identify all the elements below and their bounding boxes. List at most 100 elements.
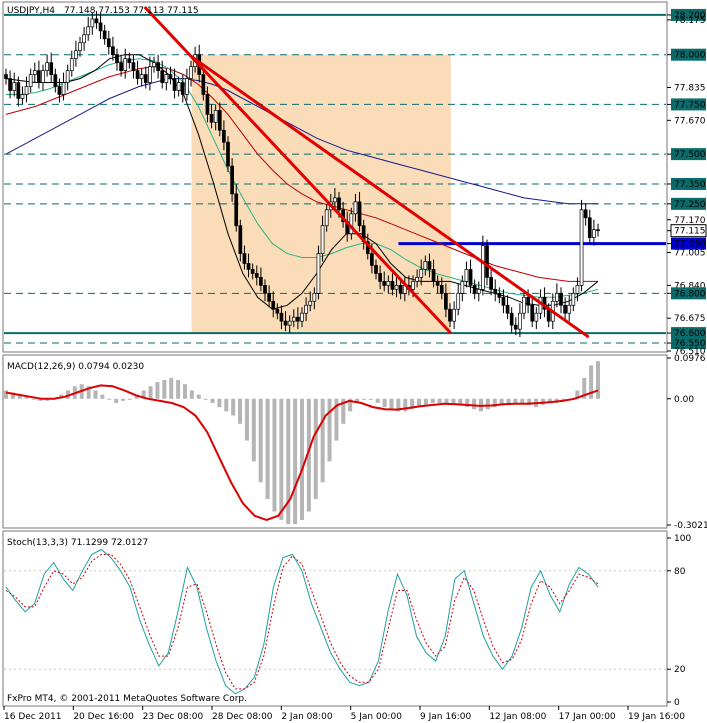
price-level-box bbox=[671, 177, 706, 190]
candle-body bbox=[143, 74, 148, 83]
macd-bar bbox=[423, 398, 428, 406]
candle-body bbox=[271, 300, 276, 310]
macd-bar bbox=[45, 398, 50, 401]
macd-bar bbox=[458, 398, 463, 406]
macd-tick-label: -0.3021 bbox=[674, 521, 707, 531]
price-tick-label: 77.670 bbox=[674, 116, 706, 126]
stoch-tick-label: 80 bbox=[674, 567, 686, 577]
trend-line-1 bbox=[190, 55, 590, 339]
price-tick-label: 76.600 bbox=[674, 329, 706, 339]
candle-body bbox=[263, 285, 267, 294]
macd-bar bbox=[465, 398, 470, 408]
macd-bar bbox=[485, 398, 490, 410]
candle-body bbox=[115, 54, 119, 64]
candle-body bbox=[230, 165, 234, 195]
macd-title: MACD(12,26,9) 0.0794 0.0230 bbox=[7, 362, 144, 372]
candle-body bbox=[201, 74, 206, 95]
macd-bar bbox=[196, 394, 201, 399]
candle-body bbox=[382, 281, 387, 286]
candle-body bbox=[123, 58, 128, 71]
macd-bar bbox=[24, 396, 29, 399]
candle-body bbox=[497, 292, 502, 298]
macd-bar bbox=[300, 398, 304, 520]
x-tick-label: 12 Jan 08:00 bbox=[489, 712, 546, 722]
candle-body bbox=[534, 312, 539, 322]
price-tick-label: 76.550 bbox=[674, 339, 706, 349]
macd-bar bbox=[320, 398, 325, 483]
price-panel-border bbox=[2, 1, 668, 353]
candle-body bbox=[279, 312, 284, 322]
candle-body bbox=[431, 269, 436, 282]
macd-bar bbox=[327, 398, 332, 462]
candle-body bbox=[242, 253, 247, 264]
price-level-box bbox=[671, 337, 706, 350]
stoch-tick-label: 0 bbox=[674, 698, 680, 708]
macd-bar bbox=[169, 377, 174, 399]
candle-body bbox=[555, 292, 559, 302]
price-level-box bbox=[671, 98, 706, 111]
macd-bar bbox=[231, 398, 236, 416]
stoch-layer bbox=[4, 548, 666, 695]
candle-body bbox=[111, 46, 115, 56]
macd-bar bbox=[527, 398, 532, 406]
candle-body bbox=[423, 261, 428, 270]
macd-bar bbox=[313, 398, 318, 500]
candle-body bbox=[234, 193, 239, 227]
macd-bar bbox=[217, 398, 222, 408]
x-tick-label: 19 Jan 16:00 bbox=[628, 712, 685, 722]
candle-body bbox=[472, 285, 477, 294]
macd-bar bbox=[210, 398, 215, 403]
candle-body bbox=[444, 292, 448, 310]
x-tick-label: 16 Dec 2011 bbox=[4, 712, 62, 722]
candle-body bbox=[180, 82, 185, 95]
price-level-box bbox=[671, 148, 706, 161]
macd-bar bbox=[403, 398, 408, 412]
candle-body bbox=[559, 292, 563, 306]
candle-body bbox=[489, 277, 493, 290]
candle-body bbox=[246, 263, 251, 270]
candle-body bbox=[493, 289, 498, 294]
macd-bar bbox=[389, 398, 394, 410]
candle-body bbox=[587, 217, 592, 239]
candle-body bbox=[98, 22, 103, 32]
macd-bar bbox=[589, 365, 594, 399]
candle-body bbox=[86, 26, 91, 36]
price-tick-label: 76.800 bbox=[674, 289, 706, 299]
candle-body bbox=[275, 308, 280, 314]
candle-body bbox=[20, 94, 25, 99]
macd-bar bbox=[472, 398, 477, 410]
candle-body bbox=[65, 70, 70, 83]
price-level-box bbox=[671, 197, 706, 210]
candle-body bbox=[254, 273, 259, 278]
candle-body bbox=[283, 320, 288, 326]
candle-body bbox=[324, 209, 329, 227]
stoch-tick-label: 20 bbox=[674, 665, 686, 675]
macd-layer bbox=[4, 361, 600, 525]
macd-bar bbox=[203, 398, 208, 400]
candle-body bbox=[213, 110, 218, 123]
candle-body bbox=[148, 66, 152, 83]
candle-body bbox=[119, 62, 123, 71]
macd-bar bbox=[417, 398, 422, 408]
candle-body bbox=[131, 62, 136, 71]
macd-bar bbox=[17, 394, 22, 399]
candle-body bbox=[563, 304, 567, 314]
candle-body bbox=[185, 78, 189, 95]
candle-body bbox=[349, 213, 354, 235]
macd-bar bbox=[506, 398, 511, 406]
candle-body bbox=[583, 209, 588, 219]
macd-bar bbox=[396, 398, 401, 412]
candle-body bbox=[205, 94, 210, 115]
macd-bar bbox=[520, 398, 525, 403]
candle-body bbox=[135, 70, 140, 79]
macd-bar bbox=[334, 398, 339, 441]
macd-bar bbox=[93, 390, 98, 399]
price-tick-label: 77.835 bbox=[674, 84, 706, 94]
candle-body bbox=[448, 308, 452, 322]
macd-bar bbox=[31, 398, 36, 400]
price-tick-label: 76.675 bbox=[674, 314, 706, 324]
candle-body bbox=[320, 225, 325, 254]
x-tick-label: 5 Jan 00:00 bbox=[351, 712, 403, 722]
candle-body bbox=[378, 273, 382, 282]
candle-body bbox=[513, 324, 518, 330]
